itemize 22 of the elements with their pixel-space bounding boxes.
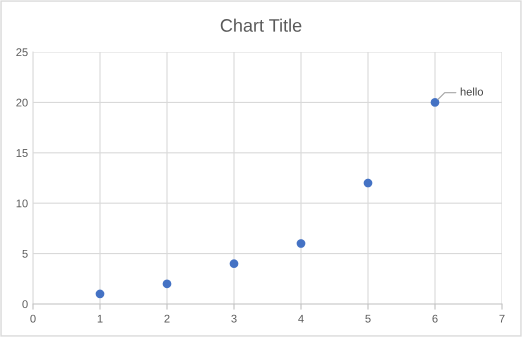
- point: [230, 259, 238, 268]
- point: [296, 239, 306, 248]
- y-tick-label: 5: [22, 250, 28, 258]
- x-tick-label: 0: [30, 314, 36, 323]
- point: [364, 178, 372, 188]
- x-tick-label: 2: [164, 314, 170, 322]
- y-tick-label: 0: [22, 300, 28, 308]
- x-tick-label: 5: [365, 314, 371, 323]
- annotation: hello: [460, 88, 484, 96]
- point: [162, 279, 172, 288]
- chart-title: Chart Title: [220, 18, 302, 32]
- point: [96, 290, 104, 298]
- y-tick-label: 25: [16, 48, 28, 56]
- x-tick-label: 6: [432, 314, 438, 323]
- y-tick-label: 20: [16, 98, 28, 107]
- y-tick-label: 10: [16, 199, 28, 208]
- point: [430, 98, 440, 107]
- x-tick-label: 4: [298, 314, 304, 322]
- x-tick-label: 1: [98, 314, 103, 322]
- y-tick-label: 15: [16, 149, 28, 157]
- x-tick-label: 3: [231, 314, 237, 323]
- x-tick-label: 7: [499, 314, 505, 322]
